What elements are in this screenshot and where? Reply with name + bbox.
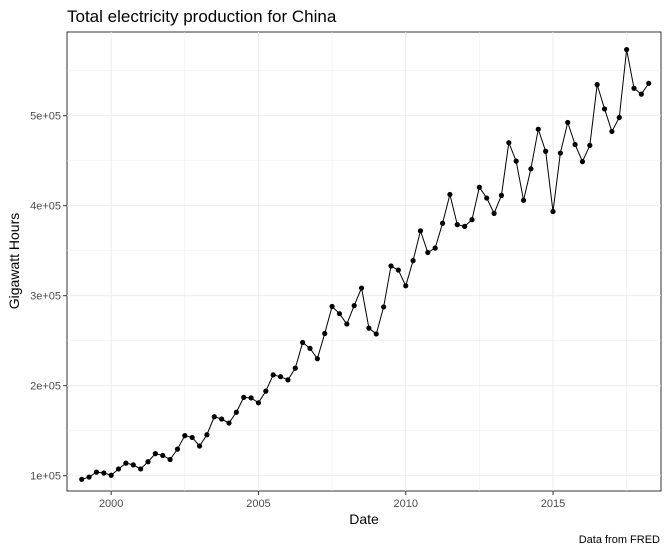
chart-title: Total electricity production for China xyxy=(67,7,337,26)
data-point xyxy=(270,372,276,378)
data-point xyxy=(108,472,114,478)
data-point xyxy=(403,283,409,289)
data-point xyxy=(152,451,158,457)
data-point xyxy=(513,158,519,164)
data-point xyxy=(609,128,615,135)
data-point xyxy=(476,184,482,190)
data-point xyxy=(565,119,571,126)
data-point xyxy=(285,377,291,383)
y-tick-label: 3e+05 xyxy=(30,291,61,303)
data-point xyxy=(263,388,269,394)
data-point xyxy=(300,339,306,346)
data-point xyxy=(439,220,446,226)
data-point xyxy=(307,345,313,351)
data-point xyxy=(410,258,416,264)
data-point xyxy=(447,191,453,198)
x-tick-label: 2000 xyxy=(99,498,123,510)
data-point xyxy=(314,356,320,362)
data-point xyxy=(322,330,328,337)
data-point xyxy=(226,420,232,426)
data-point xyxy=(572,141,578,148)
data-point xyxy=(484,195,490,201)
data-point xyxy=(344,321,350,327)
x-tick-label: 2015 xyxy=(541,498,565,510)
data-point xyxy=(351,303,357,309)
data-point xyxy=(646,80,652,86)
data-point xyxy=(196,443,203,449)
data-point xyxy=(160,452,166,459)
axis-ticks: 2000 2005 2010 2015 1e+05 2e+05 3e+05 4e+05 5e+0… xyxy=(30,111,565,510)
data-point xyxy=(189,434,195,441)
data-point xyxy=(381,304,387,310)
data-point xyxy=(550,208,556,215)
data-point xyxy=(631,85,637,91)
data-point xyxy=(115,466,122,472)
data-point xyxy=(277,374,284,380)
data-point xyxy=(336,311,343,317)
data-point xyxy=(182,433,188,439)
data-point xyxy=(528,166,534,172)
data-point xyxy=(557,150,563,156)
data-point xyxy=(543,148,549,154)
data-point xyxy=(498,192,505,198)
data-point xyxy=(329,303,335,310)
data-point xyxy=(579,159,586,165)
x-axis-title: Date xyxy=(349,511,379,527)
data-point xyxy=(219,416,225,422)
plot-panel xyxy=(66,31,662,492)
data-point xyxy=(255,400,262,406)
data-point xyxy=(454,222,460,228)
data-point xyxy=(388,263,394,269)
data-point xyxy=(138,466,144,472)
data-point xyxy=(93,469,100,475)
data-point xyxy=(601,106,608,112)
data-point xyxy=(395,267,401,273)
data-point xyxy=(373,331,379,337)
data-point xyxy=(616,114,622,121)
data-point xyxy=(469,217,475,223)
y-tick-label: 4e+05 xyxy=(30,201,61,213)
data-point xyxy=(587,142,593,148)
data-point xyxy=(520,197,527,203)
data-point xyxy=(204,432,210,438)
data-point xyxy=(366,325,372,331)
series-layer xyxy=(79,46,652,482)
data-point xyxy=(292,365,298,371)
data-point xyxy=(86,474,92,480)
data-point xyxy=(638,91,644,97)
chart-caption: Data from FRED xyxy=(579,534,660,546)
data-point xyxy=(233,409,239,415)
data-point xyxy=(624,46,630,53)
x-tick-label: 2005 xyxy=(246,498,270,510)
data-point xyxy=(417,228,424,234)
data-point xyxy=(145,459,151,465)
data-point xyxy=(211,414,217,420)
y-tick-label: 5e+05 xyxy=(30,111,61,123)
data-point xyxy=(248,395,254,401)
data-point xyxy=(79,476,85,482)
y-tick-label: 1e+05 xyxy=(30,471,61,483)
data-point xyxy=(174,446,181,452)
data-point xyxy=(462,223,468,229)
grid-lines xyxy=(67,32,661,491)
data-point xyxy=(535,126,541,132)
data-point xyxy=(425,249,431,256)
data-point xyxy=(123,460,129,466)
y-tick-label: 2e+05 xyxy=(30,381,61,393)
data-point xyxy=(506,140,512,146)
data-point xyxy=(101,470,107,476)
data-point xyxy=(167,456,173,463)
data-point xyxy=(432,245,438,251)
data-point xyxy=(594,82,600,88)
data-point xyxy=(130,462,136,468)
data-point xyxy=(241,394,247,400)
y-axis-title: Gigawatt Hours xyxy=(6,213,22,309)
x-tick-label: 2010 xyxy=(393,498,417,510)
data-point xyxy=(358,285,365,291)
data-point xyxy=(491,210,497,216)
